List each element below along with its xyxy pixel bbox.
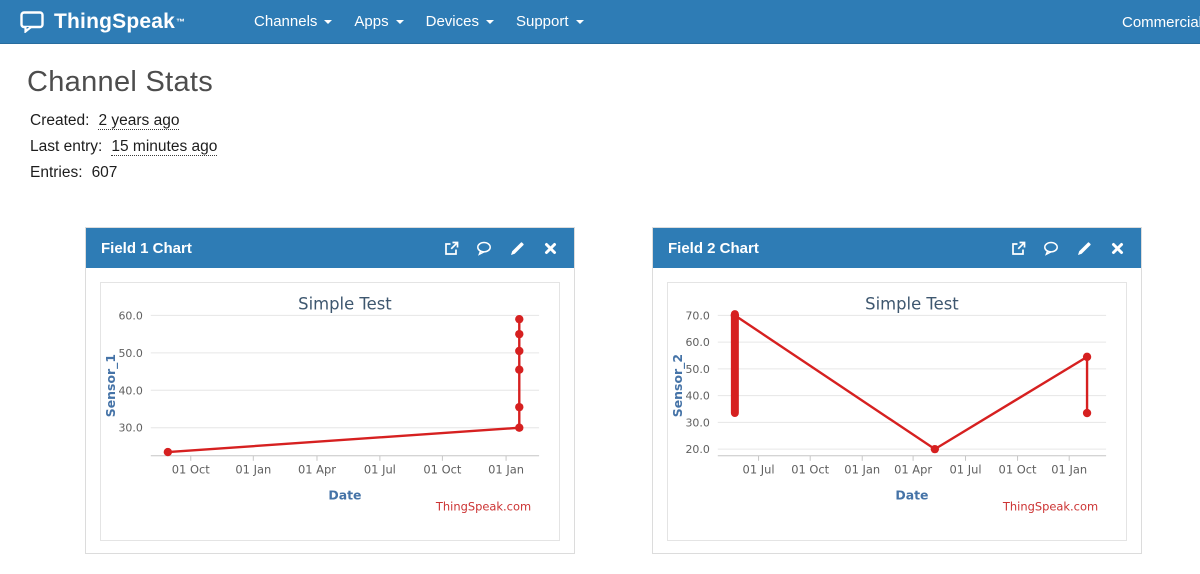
svg-text:20.0: 20.0 [685,443,709,456]
stat-last-entry: Last entry: 15 minutes ago [30,138,218,156]
nav-item-label: Apps [354,13,389,30]
edit-icon[interactable] [509,240,525,256]
svg-text:50.0: 50.0 [118,347,142,360]
svg-text:01 Oct: 01 Oct [999,463,1037,477]
caret-down-icon [575,19,584,24]
panel-actions [443,240,558,256]
stat-created: Created: 2 years ago [30,112,217,130]
svg-text:60.0: 60.0 [118,309,142,322]
navbar: ThingSpeak ™ Channels Apps Devices Suppor… [0,0,1200,44]
nav-item-label: Channels [254,13,318,30]
stat-value-entries: 607 [91,164,118,181]
stat-label: Last entry: [30,138,103,155]
panel-title: Field 1 Chart [101,239,192,257]
svg-text:40.0: 40.0 [118,384,142,397]
comment-icon[interactable] [1043,240,1059,256]
field2-panel-header: Field 2 Chart [653,228,1141,268]
svg-text:70.0: 70.0 [685,309,709,322]
nav-item-commercial-use[interactable]: Commercial Use [1122,13,1200,31]
stat-value-created: 2 years ago [98,112,180,130]
svg-text:01 Apr: 01 Apr [298,463,336,477]
external-link-icon[interactable] [443,240,459,256]
nav-item-apps[interactable]: Apps [343,0,414,43]
svg-text:Date: Date [895,488,928,503]
svg-text:40.0: 40.0 [685,390,709,403]
nav-item-support[interactable]: Support [505,0,595,43]
field1-chart-area: 60.0 50.0 40.0 30.0 01 Oct 01 Jan 01 Apr 01 Jul… [100,282,560,541]
svg-text:01 Jan: 01 Jan [1051,463,1087,477]
svg-text:Date: Date [328,488,361,503]
svg-text:30.0: 30.0 [685,416,709,429]
nav-item-devices[interactable]: Devices [415,0,505,43]
svg-text:50.0: 50.0 [685,363,709,376]
svg-text:Sensor_1: Sensor_1 [103,354,119,417]
svg-text:Simple Test: Simple Test [865,294,959,313]
caret-down-icon [485,19,494,24]
svg-text:01 Jul: 01 Jul [950,463,982,477]
svg-text:01 Oct: 01 Oct [791,463,829,477]
svg-text:01 Jul: 01 Jul [364,463,396,477]
thingspeak-brand[interactable]: ThingSpeak ™ [20,10,185,34]
field2-chart-svg: 70.0 60.0 50.0 40.0 30.0 20.0 01 Jul 01 Oct 01 J… [670,294,1107,514]
edit-icon[interactable] [1076,240,1092,256]
caret-down-icon [395,19,404,24]
brand-trademark: ™ [176,16,186,27]
field2-chart-panel: Field 2 Chart [652,227,1142,554]
panel-actions [1010,240,1125,256]
nav-item-label: Support [515,13,569,30]
svg-text:Sensor_2: Sensor_2 [670,354,686,417]
nav-item-channels[interactable]: Channels [243,0,343,43]
svg-text:60.0: 60.0 [685,336,709,349]
stat-label: Entries: [30,164,83,181]
nav-item-label: Devices [425,13,479,30]
page-title: Channel Stats [27,66,214,98]
external-link-icon[interactable] [1010,240,1026,256]
caret-down-icon [324,19,333,24]
field1-panel-header: Field 1 Chart [86,228,574,268]
thingspeak-logo-icon [20,10,46,33]
svg-text:30.0: 30.0 [118,422,142,435]
svg-text:01 Jan: 01 Jan [488,463,524,477]
svg-text:01 Oct: 01 Oct [172,463,210,477]
field1-chart-panel: Field 1 Chart [85,227,575,554]
panel-title: Field 2 Chart [668,239,759,257]
svg-text:ThingSpeak.com: ThingSpeak.com [435,500,531,514]
channel-stats-summary: Created: 2 years ago Last entry: 15 minute… [30,112,218,190]
stat-entries: Entries: 607 [30,164,217,182]
stat-label: Created: [30,112,90,129]
comment-icon[interactable] [476,240,492,256]
field2-chart-area: 70.0 60.0 50.0 40.0 30.0 20.0 01 Jul 01 Oct 01 J… [667,282,1127,541]
svg-text:01 Oct: 01 Oct [423,463,461,477]
svg-text:ThingSpeak.com: ThingSpeak.com [1002,500,1098,514]
svg-text:01 Apr: 01 Apr [894,463,932,477]
close-icon[interactable] [542,240,558,256]
field1-chart-svg: 60.0 50.0 40.0 30.0 01 Oct 01 Jan 01 Apr 01 Jul… [103,294,540,514]
svg-text:01 Jan: 01 Jan [844,463,880,477]
svg-text:01 Jul: 01 Jul [743,463,775,477]
stat-value-last-entry: 15 minutes ago [111,138,218,156]
svg-text:Simple Test: Simple Test [298,294,392,313]
svg-text:01 Jan: 01 Jan [235,463,271,477]
nav-menu: Channels Apps Devices Support [243,0,595,43]
brand-name: ThingSpeak [54,9,176,33]
close-icon[interactable] [1109,240,1125,256]
